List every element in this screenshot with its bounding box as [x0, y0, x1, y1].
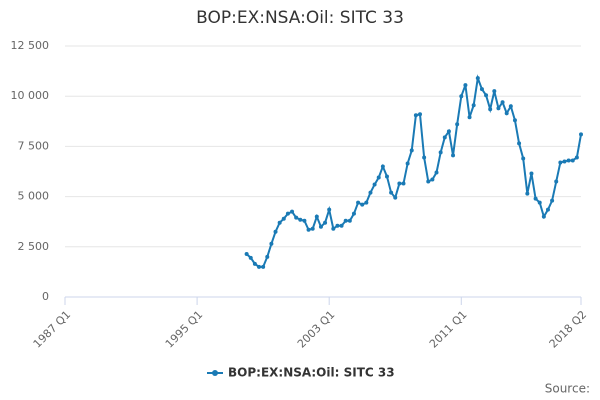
point [459, 94, 464, 99]
point [244, 252, 249, 257]
point [574, 155, 579, 160]
point [356, 200, 361, 205]
point [327, 207, 332, 212]
point [579, 132, 583, 137]
point [451, 153, 456, 158]
point [281, 216, 286, 221]
source: Source: [545, 382, 590, 396]
point [521, 156, 526, 161]
point [566, 158, 571, 163]
point [248, 255, 253, 260]
point [252, 261, 257, 266]
point [418, 112, 423, 117]
point [397, 181, 402, 186]
point [409, 148, 414, 153]
point [372, 182, 377, 187]
point [455, 122, 460, 127]
point [265, 254, 270, 259]
point [368, 190, 373, 195]
point [562, 159, 567, 164]
point [500, 100, 505, 105]
point [434, 170, 439, 175]
line [245, 74, 582, 268]
point [389, 190, 394, 195]
point [339, 223, 344, 228]
point [376, 175, 381, 180]
point [570, 158, 575, 163]
point [310, 226, 315, 231]
point [504, 111, 509, 116]
point [430, 177, 435, 182]
legend-symbol [212, 370, 218, 376]
point [261, 264, 266, 269]
point [471, 103, 476, 108]
point [360, 202, 365, 207]
point [545, 207, 550, 212]
point [294, 215, 299, 220]
point [492, 89, 497, 94]
point [323, 220, 328, 225]
point [318, 224, 323, 229]
point [508, 104, 513, 109]
y-tick-label: 2 500 [18, 240, 50, 253]
point [351, 211, 356, 216]
point [533, 196, 538, 201]
legend-label: BOP:EX:NSA:Oil: SITC 33 [228, 366, 395, 380]
point [257, 264, 262, 269]
point [306, 227, 311, 232]
point [269, 241, 274, 246]
point [484, 93, 489, 98]
point [393, 195, 398, 200]
point [438, 150, 443, 155]
point [442, 135, 447, 140]
point [488, 107, 493, 112]
point [298, 217, 303, 222]
point [384, 174, 389, 179]
point [302, 218, 307, 223]
point [347, 218, 352, 223]
y-tick-label: 12 500 [11, 39, 50, 52]
point [537, 200, 542, 205]
y-tick-label: 7 500 [18, 139, 50, 152]
point [331, 226, 336, 231]
point [525, 191, 530, 196]
point [401, 181, 406, 186]
y-tick-label: 10 000 [11, 89, 50, 102]
point [517, 141, 522, 146]
chart-title: BOP:EX:NSA:Oil: SITC 33 [196, 8, 404, 28]
point [550, 198, 555, 203]
point [529, 171, 534, 176]
point [512, 118, 517, 123]
point [467, 115, 472, 120]
point [541, 214, 546, 219]
point [426, 179, 431, 184]
point [343, 218, 348, 223]
point [405, 161, 410, 166]
y-tick-label: 5 000 [18, 190, 50, 203]
point [380, 164, 385, 169]
point [554, 179, 559, 184]
point [277, 220, 282, 225]
point [479, 87, 484, 92]
point [422, 155, 427, 160]
point [335, 223, 340, 228]
point [314, 214, 319, 219]
point [446, 129, 451, 134]
point [496, 106, 501, 111]
point [285, 211, 290, 216]
point [290, 209, 295, 214]
y-tick-label: 0 [42, 290, 49, 303]
point [463, 83, 468, 88]
point [413, 113, 418, 118]
point [558, 160, 563, 165]
point [364, 200, 369, 205]
point [475, 76, 480, 81]
point [273, 229, 278, 234]
